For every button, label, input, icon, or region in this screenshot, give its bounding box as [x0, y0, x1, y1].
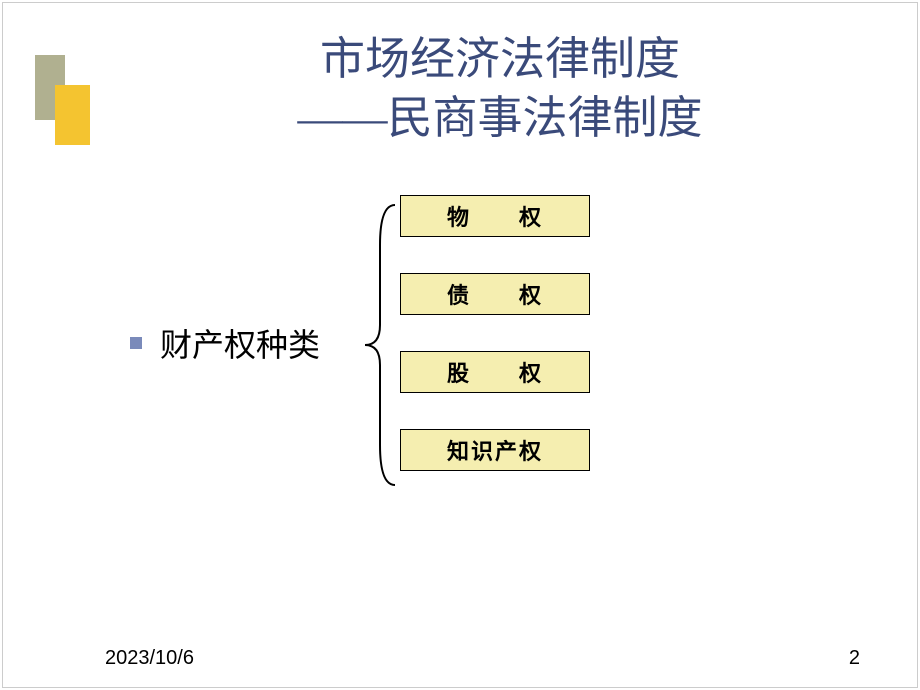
- bullet-label: 财产权种类: [160, 320, 320, 366]
- title-line-2: ——民商事法律制度: [190, 89, 810, 148]
- category-box: 物 权: [400, 195, 590, 237]
- footer-page-number: 2: [849, 647, 860, 670]
- footer-date: 2023/10/6: [105, 647, 194, 670]
- category-boxes: 物 权 债 权 股 权 知识产权: [400, 195, 590, 507]
- curly-brace-icon: [355, 195, 405, 495]
- title-line-1: 市场经济法律制度: [190, 30, 810, 89]
- category-box: 债 权: [400, 273, 590, 315]
- category-box: 知识产权: [400, 429, 590, 471]
- bullet-item: 财产权种类: [130, 320, 320, 366]
- slide-title: 市场经济法律制度 ——民商事法律制度: [190, 30, 810, 147]
- bullet-square-icon: [130, 337, 142, 349]
- category-box: 股 权: [400, 351, 590, 393]
- decoration-yellow-block: [55, 85, 90, 145]
